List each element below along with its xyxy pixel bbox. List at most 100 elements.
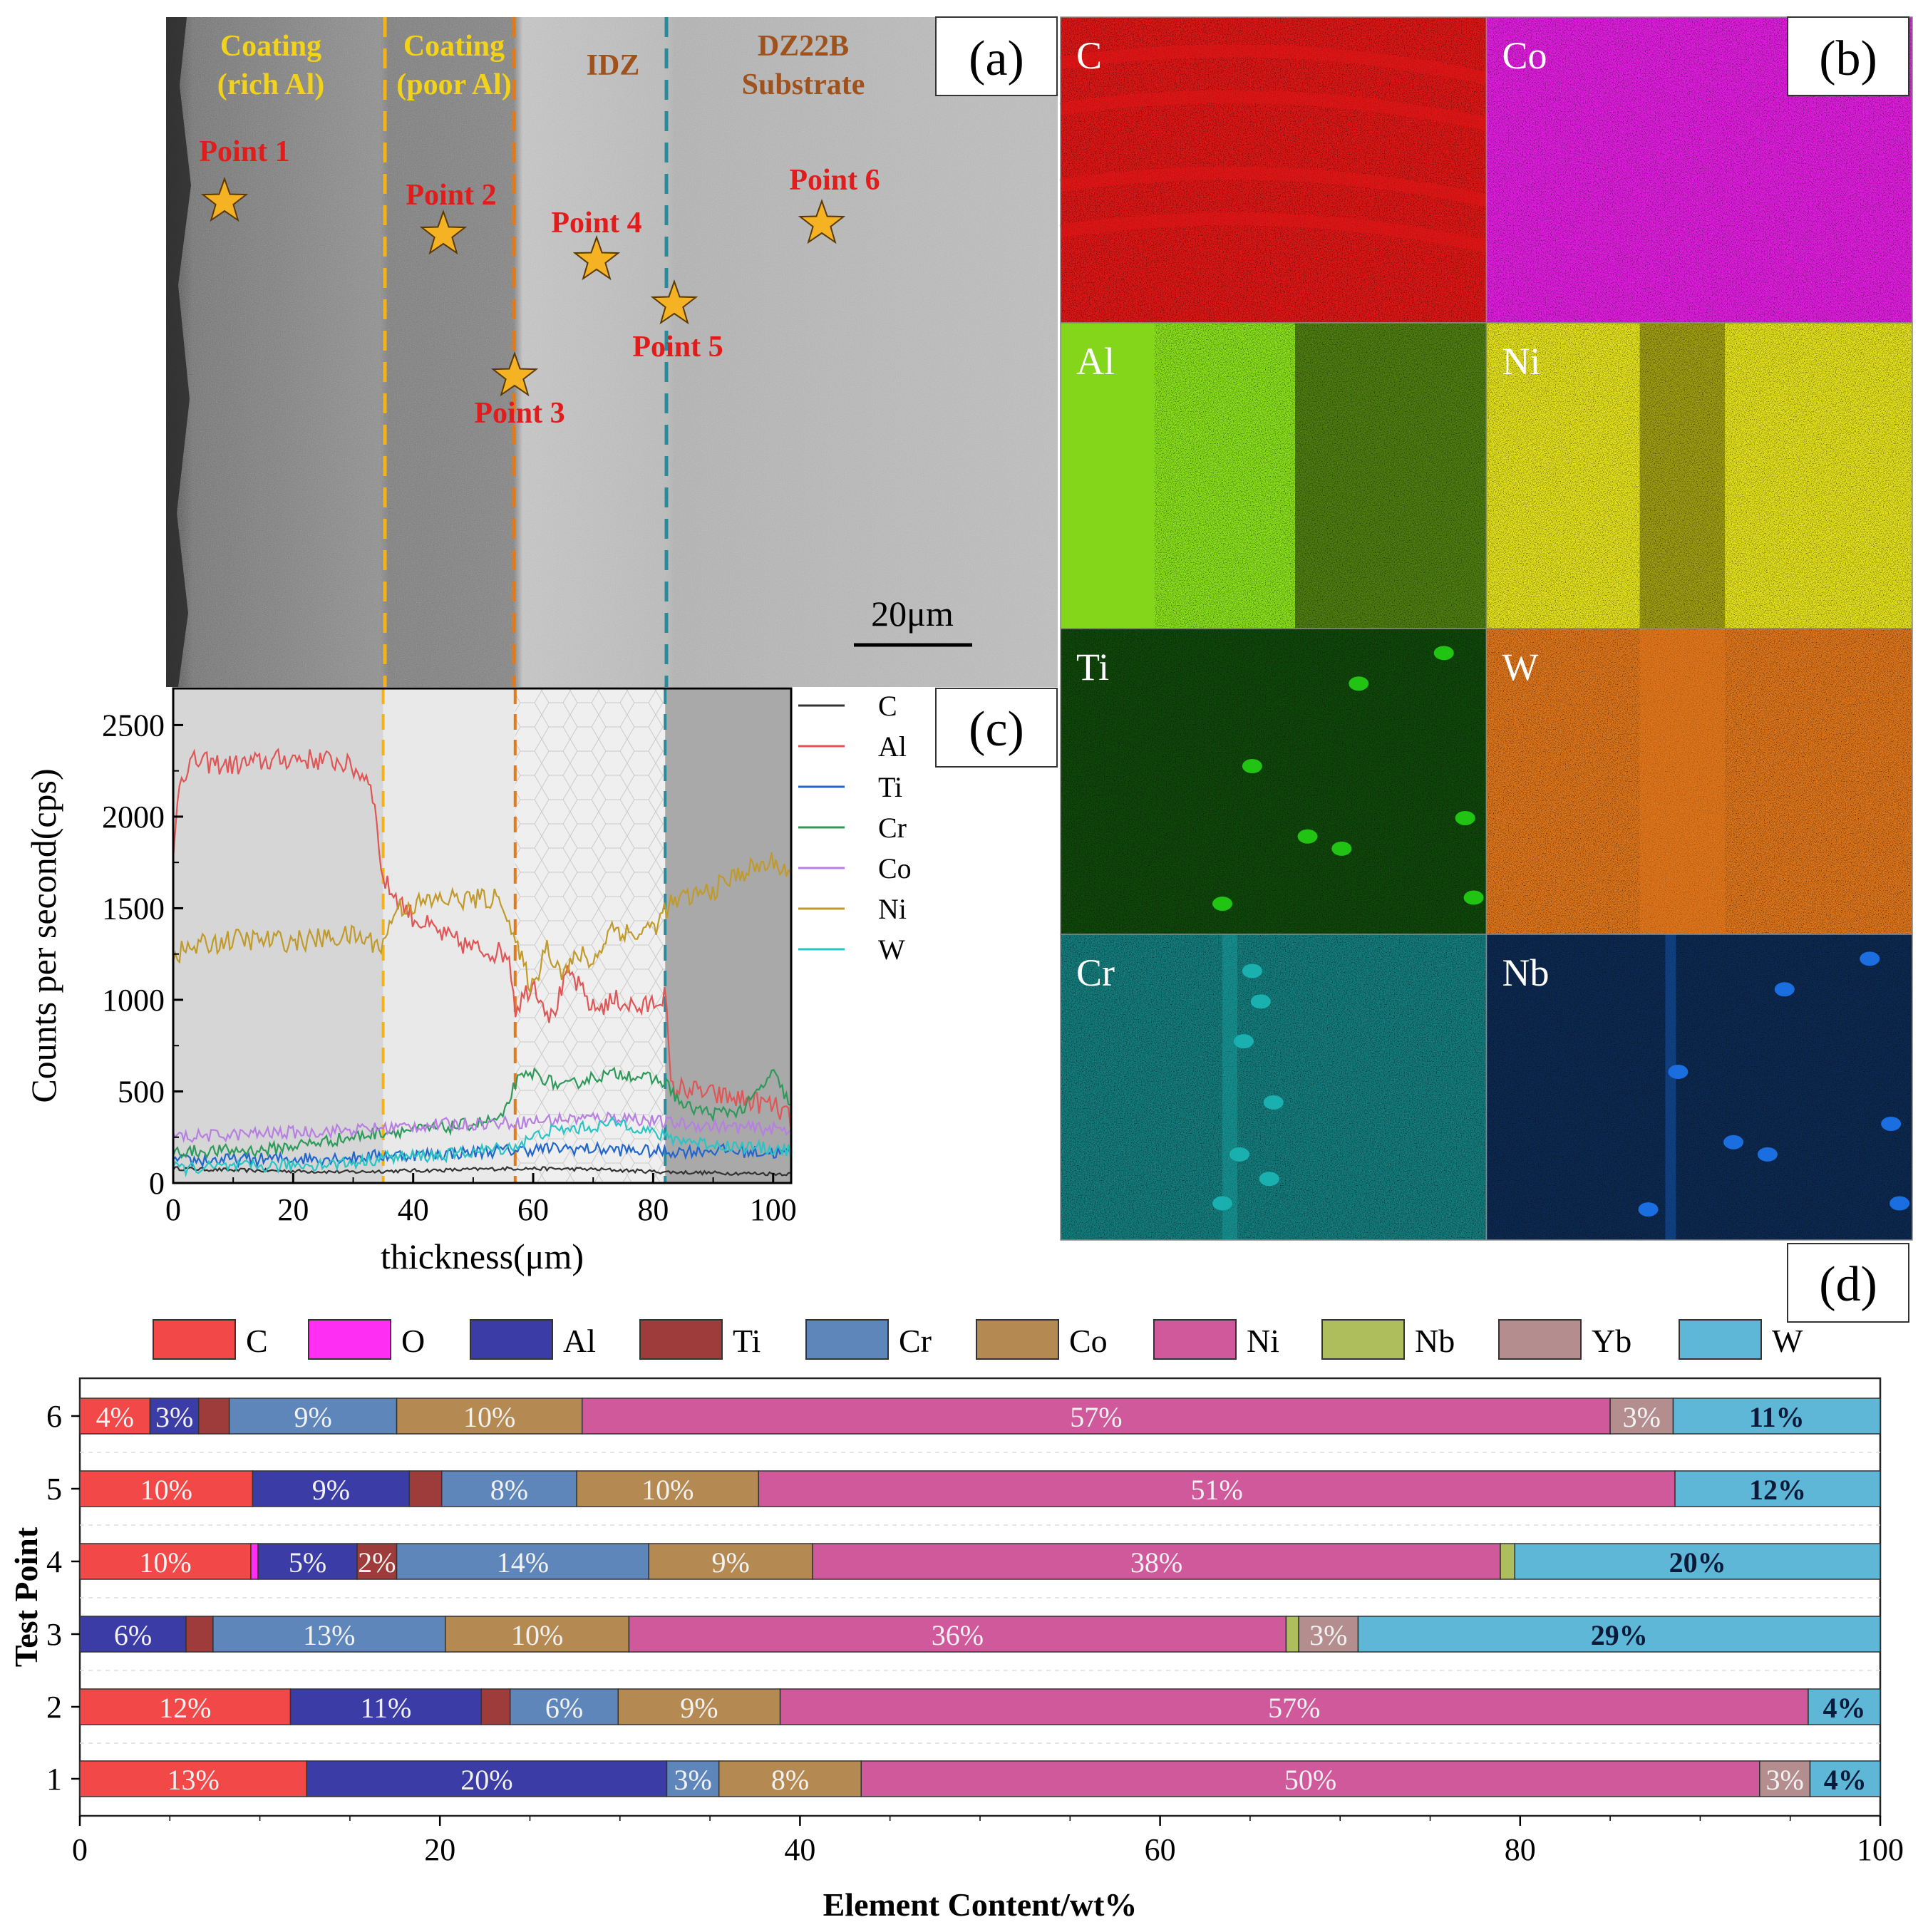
point-label-6: Point 6 [789, 164, 880, 197]
point-label-1: Point 1 [199, 135, 289, 168]
bar-3-yb [1298, 1616, 1359, 1653]
star-icon-3 [490, 351, 539, 397]
y-tick-label-6: 6 [46, 1399, 62, 1434]
legend-label-ti: Ti [733, 1323, 761, 1359]
eds-map-signal-ti [1061, 629, 1487, 934]
precipitate-ti-1 [1349, 676, 1369, 691]
sem-precipitates [166, 17, 1058, 687]
data-label-4-w: 20% [1669, 1546, 1726, 1579]
data-label-5-ni: 51% [1191, 1474, 1243, 1506]
precipitate-nb-0 [1668, 1065, 1689, 1080]
region-labels: Coating (rich Al) Coating (poor Al) IDZ … [217, 30, 865, 101]
y-tick-label-2500: 2500 [102, 708, 165, 743]
legend-label-ti: Ti [878, 771, 902, 803]
boundary-band-cr [1222, 934, 1237, 1240]
bar-4-o [250, 1543, 259, 1580]
x-tick-label-60: 60 [517, 1192, 549, 1227]
star-icon-5 [650, 279, 698, 325]
panel-label-a: (a) [969, 31, 1024, 86]
bar-5-ti [408, 1470, 443, 1507]
precipitate-cr-0 [1242, 964, 1262, 978]
bar-6-ti [197, 1398, 230, 1435]
x-axis-label: thickness(μm) [381, 1236, 584, 1276]
y-axis-label: Counts per second(cps) [24, 768, 63, 1102]
precipitate-ti-4 [1455, 810, 1475, 825]
data-label-1-ni: 50% [1284, 1764, 1336, 1796]
y-tick-label-1500: 1500 [102, 891, 165, 926]
region-label-idz: IDZ [587, 49, 640, 82]
star-icon-4 [572, 234, 621, 281]
y-tick-label-500: 500 [118, 1074, 165, 1109]
legend-swatch-c [153, 1319, 236, 1360]
data-label-4-cr: 14% [497, 1546, 549, 1579]
region-label-coating-poor-2: (poor Al) [396, 68, 511, 101]
line-scan-panel: 0 20 40 60 80 10005001000150020002500thicknes… [24, 687, 1058, 1276]
x-tick-label-100: 100 [1857, 1832, 1904, 1867]
region-label-substrate-1: DZ22B [758, 30, 849, 63]
eds-map-label-ni: Ni [1502, 340, 1541, 383]
precipitate-ti-7 [1463, 890, 1484, 905]
eds-map-signal-nb [1486, 934, 1912, 1240]
legend-swatch-o [308, 1319, 391, 1360]
map-noise-nb [1486, 934, 1912, 1240]
data-label-1-c: 13% [167, 1764, 219, 1796]
panel-label-box-a [935, 16, 1058, 96]
bar-plot-frame [78, 1377, 1882, 1817]
legend-label-yb: Yb [1592, 1323, 1631, 1359]
bar-3-co [445, 1616, 630, 1653]
bar-2-cr [509, 1688, 619, 1725]
y-tick-label-3: 3 [46, 1617, 62, 1652]
star-icon-1 [200, 176, 249, 222]
y-tick-label-0: 0 [149, 1166, 165, 1201]
data-label-5-co: 10% [641, 1474, 694, 1506]
precipitate-nb-6 [1757, 1147, 1778, 1162]
streak-0 [1059, 44, 1488, 85]
bar-1-yb [1759, 1760, 1811, 1797]
bar-3-ni [628, 1616, 1287, 1653]
streak-2 [1059, 90, 1488, 130]
series-line-c [172, 1166, 791, 1177]
legend-swatch-al [470, 1319, 553, 1360]
data-label-1-al: 20% [460, 1764, 512, 1796]
panel-label-box-b [1787, 16, 1909, 96]
data-label-4-c: 10% [139, 1546, 191, 1579]
zone-coating-poor [383, 688, 515, 1183]
bar-6-w [1672, 1398, 1881, 1435]
precipitate-cr-5 [1250, 994, 1271, 1009]
data-label-5-cr: 8% [490, 1474, 528, 1506]
data-label-6-al: 3% [155, 1401, 193, 1433]
legend-label-nb: Nb [1415, 1323, 1455, 1359]
precipitate-cr-1 [1233, 1034, 1254, 1049]
data-label-2-co: 9% [680, 1692, 718, 1724]
boundary-band-w [1639, 629, 1726, 934]
region-label-coating-poor-1: Coating [403, 30, 505, 63]
data-label-3-cr: 13% [303, 1619, 355, 1651]
al-poor-band [1154, 323, 1295, 629]
legend-swatch-yb [1498, 1319, 1582, 1360]
data-label-3-al: 6% [114, 1619, 152, 1651]
bar-4-ni [812, 1543, 1501, 1580]
x-axis-label-d: Element Content/wt% [823, 1886, 1138, 1923]
data-label-1-cr: 3% [674, 1764, 711, 1796]
eds-map-label-al: Al [1076, 340, 1115, 383]
eds-map-label-w: W [1502, 646, 1539, 688]
sem-panel: Coating (rich Al) Coating (poor Al) IDZ … [166, 16, 1058, 687]
bar-5-co [576, 1470, 760, 1507]
eds-map-label-c: C [1076, 34, 1102, 77]
data-label-1-yb: 3% [1765, 1764, 1803, 1796]
x-tick-label-20: 20 [424, 1832, 455, 1867]
legend-swatch-ti [639, 1319, 723, 1360]
map-noise-w [1486, 629, 1912, 934]
test-points: Point 1 Point 2 Point 3 Point 4 Point 5 Point… [199, 135, 880, 430]
point-label-5: Point 5 [632, 331, 723, 363]
legend-swatch-ni [1153, 1319, 1237, 1360]
legend-label-c: C [878, 690, 897, 722]
data-label-2-c: 12% [159, 1692, 211, 1724]
point-label-3: Point 3 [474, 397, 564, 430]
streak-3 [1059, 212, 1488, 253]
precipitate-ti-6 [1331, 841, 1352, 856]
precipitate-ti-2 [1433, 646, 1454, 661]
panel-label-box-c [935, 688, 1058, 768]
data-label-1-w: 4% [1824, 1764, 1867, 1796]
y-tick-label-4: 4 [46, 1544, 62, 1579]
